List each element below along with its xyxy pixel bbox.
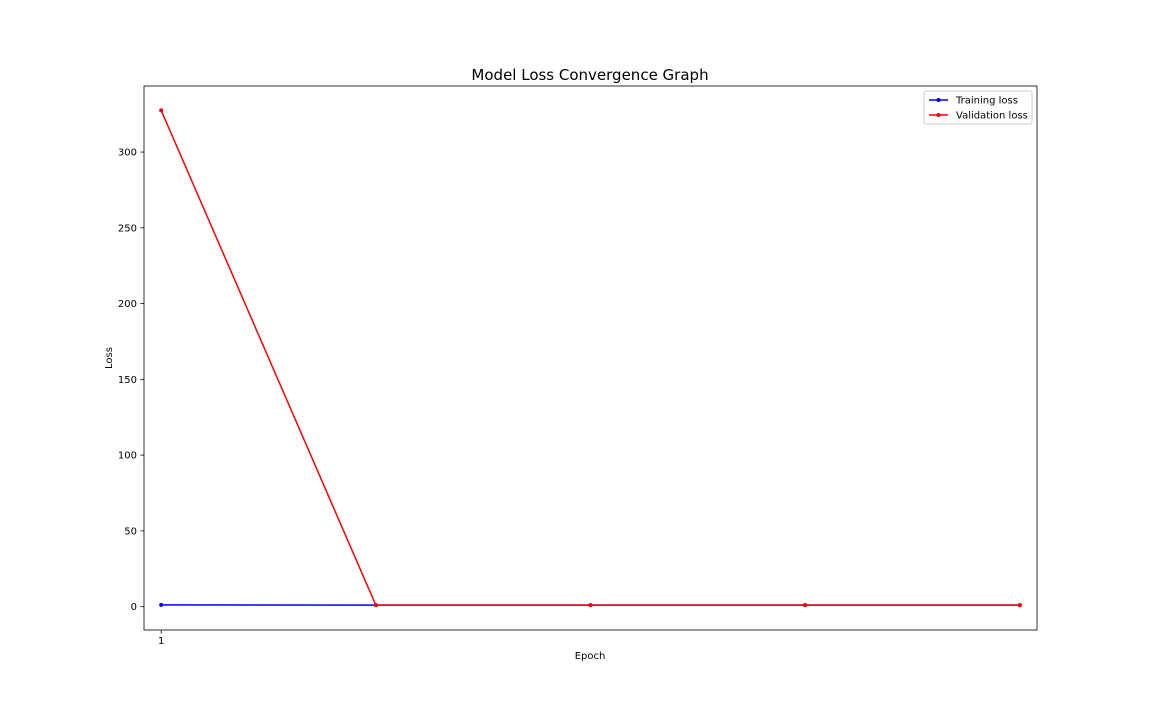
plot-area	[159, 108, 1022, 608]
y-tick-label: 0	[131, 602, 137, 613]
y-tick-label: 100	[118, 451, 137, 462]
data-point-validation	[1017, 603, 1022, 608]
x-axis-label: Epoch	[575, 651, 606, 662]
y-axis-label: Loss	[104, 347, 115, 369]
legend-marker-validation	[936, 113, 941, 117]
series-line-validation	[160, 110, 1020, 606]
y-tick-label: 150	[118, 375, 137, 386]
plot-frame	[143, 85, 1038, 631]
legend-marker-training	[936, 98, 941, 102]
legend-label-validation: Validation loss	[956, 111, 1028, 122]
y-tick-label: 200	[118, 299, 137, 310]
y-tick-label: 300	[118, 148, 137, 159]
y-tick-label: 250	[118, 223, 137, 234]
chart-title: Model Loss Convergence Graph	[471, 66, 708, 84]
x-tick-label: 1	[158, 636, 164, 647]
data-point-validation	[588, 603, 593, 608]
data-point-validation	[803, 603, 808, 608]
data-point-validation	[373, 603, 378, 608]
legend: Training loss Validation loss	[923, 90, 1033, 125]
data-point-training	[159, 602, 164, 607]
legend-label-training: Training loss	[955, 96, 1018, 107]
data-point-validation	[159, 108, 164, 113]
y-axis: 0 50 100 150 200 250 300	[118, 148, 144, 613]
x-axis: 1	[158, 630, 164, 647]
legend-box	[923, 90, 1033, 125]
y-tick-label: 50	[124, 526, 137, 537]
